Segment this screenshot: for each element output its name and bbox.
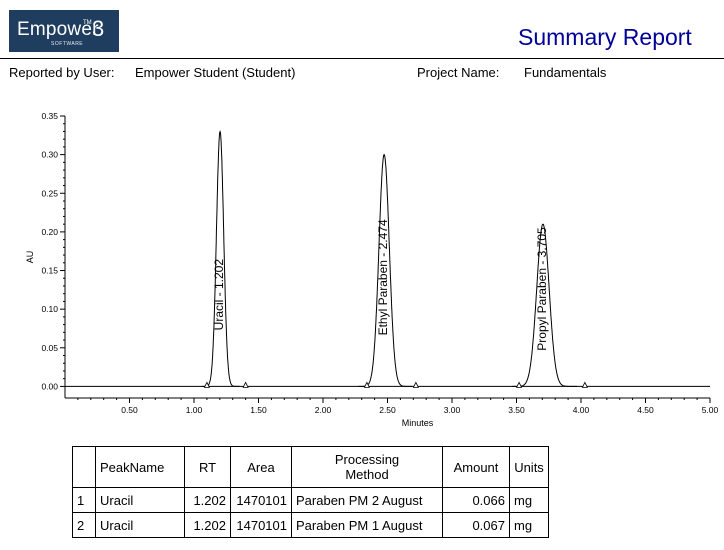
peak-label: Uracil - 1.202 (212, 259, 226, 331)
cell-index: 1 (72, 487, 96, 513)
reported-by-label: Reported by User: (9, 65, 115, 80)
x-tick-label: 4.50 (637, 405, 654, 415)
cell-area: 1470101 (230, 512, 292, 538)
logo-sub: SOFTWARE (51, 41, 84, 47)
integration-marker (203, 381, 211, 388)
peak-label: Ethyl Paraben - 2.474 (376, 219, 390, 335)
table-header-row: PeakName RT Area Processing Method Amount… (72, 446, 549, 488)
report-title: Summary Report (518, 24, 692, 50)
cell-units: mg (509, 512, 549, 538)
y-axis-label: AU (25, 251, 35, 264)
y-tick-label: 0.00 (41, 381, 58, 391)
x-tick-label: 2.50 (379, 405, 396, 415)
integration-marker (363, 381, 371, 388)
cell-rt: 1.202 (184, 487, 231, 513)
cell-units: mg (509, 487, 549, 513)
project-name-label: Project Name: (417, 65, 500, 80)
cell-amount: 0.066 (442, 487, 510, 513)
peak-label: Propyl Paraben - 3.705 (535, 227, 549, 351)
integration-marker (412, 381, 420, 388)
cell-processing-method: Paraben PM 1 August (291, 512, 443, 538)
x-tick-label: 5.00 (702, 405, 719, 415)
integration-marker (515, 381, 523, 388)
x-tick-label: 2.00 (315, 405, 332, 415)
cell-amount: 0.067 (442, 512, 510, 538)
chromatogram-chart: 0.00 0.05 0.10 0.15 0.20 0.25 0.30 0.35 0.50 1.00… (25, 111, 719, 428)
x-tick-label: 3.50 (508, 405, 525, 415)
cell-index: 2 (72, 512, 96, 538)
empower-logo: Empower TM 3 SOFTWARE (9, 10, 119, 52)
y-tick-label: 0.30 (41, 150, 58, 160)
reported-by-value: Empower Student (Student) (135, 65, 296, 80)
y-tick-label: 0.20 (41, 227, 58, 237)
results-table: PeakName RT Area Processing Method Amount… (72, 446, 549, 538)
col-header-amount: Amount (442, 446, 510, 488)
cell-processing-method: Paraben PM 2 August (291, 487, 443, 513)
y-tick-label: 0.15 (41, 266, 58, 276)
col-header-peakname: PeakName (95, 446, 185, 488)
table-row: 1 Uracil 1.202 1470101 Paraben PM 2 Augu… (72, 487, 549, 513)
integration-marker (581, 381, 589, 388)
x-tick-label: 0.50 (121, 405, 138, 415)
x-tick-label: 1.00 (186, 405, 203, 415)
y-tick-label: 0.35 (41, 111, 58, 121)
col-header-units: Units (509, 446, 549, 488)
cell-rt: 1.202 (184, 512, 231, 538)
col-header-processing-method: Processing Method (291, 446, 443, 488)
col-header-index (72, 446, 96, 488)
header-divider (0, 58, 724, 59)
cell-peakname: Uracil (95, 487, 185, 513)
peak-trace (512, 223, 577, 387)
logo-tm: TM (83, 20, 92, 26)
table-row: 2 Uracil 1.202 1470101 Paraben PM 1 Augu… (72, 512, 549, 538)
integration-marker (242, 381, 249, 388)
cell-area: 1470101 (230, 487, 292, 513)
col-header-area: Area (230, 446, 292, 488)
y-tick-label: 0.25 (41, 188, 58, 198)
project-name-value: Fundamentals (524, 65, 607, 80)
y-tick-label: 0.10 (41, 304, 58, 314)
x-tick-label: 4.00 (573, 405, 590, 415)
col-header-rt: RT (184, 446, 231, 488)
x-axis-label: Minutes (402, 418, 434, 428)
x-tick-label: 3.00 (444, 405, 461, 415)
cell-peakname: Uracil (95, 512, 185, 538)
y-tick-label: 0.05 (41, 343, 58, 353)
logo-name: Empower (17, 19, 99, 40)
logo-version: 3 (92, 16, 105, 41)
x-tick-label: 1.50 (250, 405, 267, 415)
